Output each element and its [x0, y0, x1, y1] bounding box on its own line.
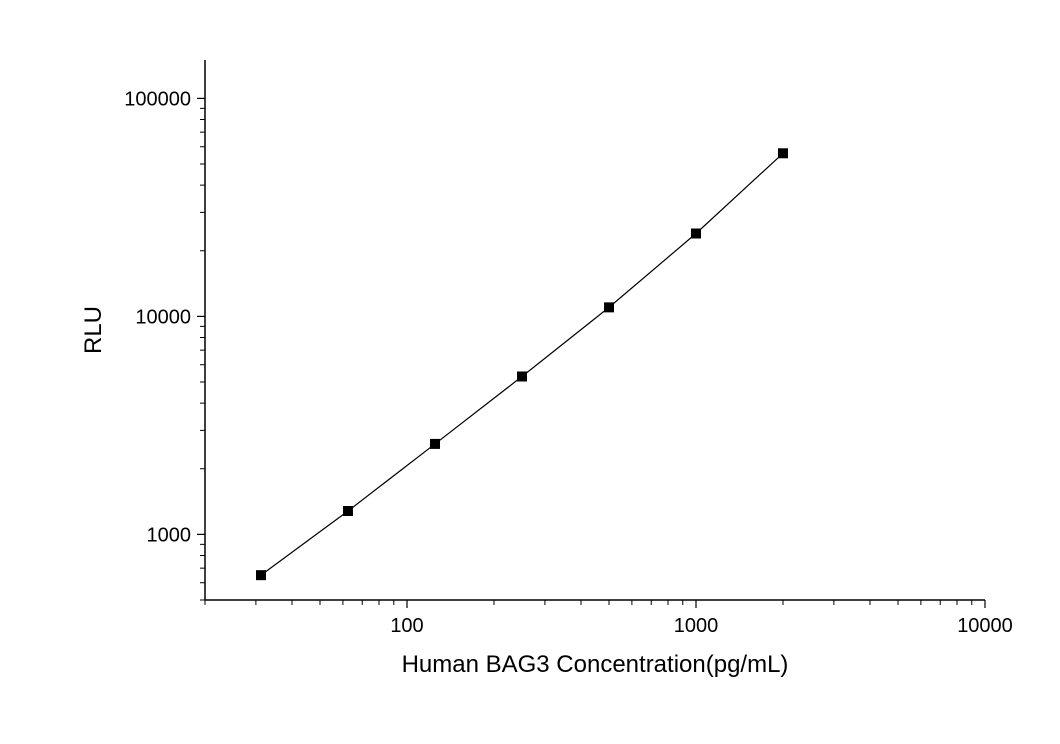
y-tick-label: 10000 [135, 306, 191, 328]
y-tick-label: 1000 [147, 524, 192, 546]
data-marker [778, 148, 788, 158]
x-tick-label: 100 [390, 615, 423, 637]
data-marker [430, 439, 440, 449]
x-tick-label: 1000 [674, 615, 719, 637]
x-tick-label: 10000 [957, 615, 1013, 637]
series-line [261, 153, 783, 575]
data-marker [517, 371, 527, 381]
x-axis-label: Human BAG3 Concentration(pg/mL) [402, 651, 789, 678]
chart-svg: 100 1000 10000 1000 10000 100000 Human BAG3 Co… [0, 0, 1060, 744]
data-marker [604, 302, 614, 312]
y-axis-label: RLU [80, 306, 107, 354]
data-marker [691, 228, 701, 238]
chart-container: 100 1000 10000 1000 10000 100000 Human BAG3 Co… [0, 0, 1060, 744]
data-marker [343, 506, 353, 516]
y-tick-label: 100000 [124, 88, 191, 110]
data-marker [256, 570, 266, 580]
